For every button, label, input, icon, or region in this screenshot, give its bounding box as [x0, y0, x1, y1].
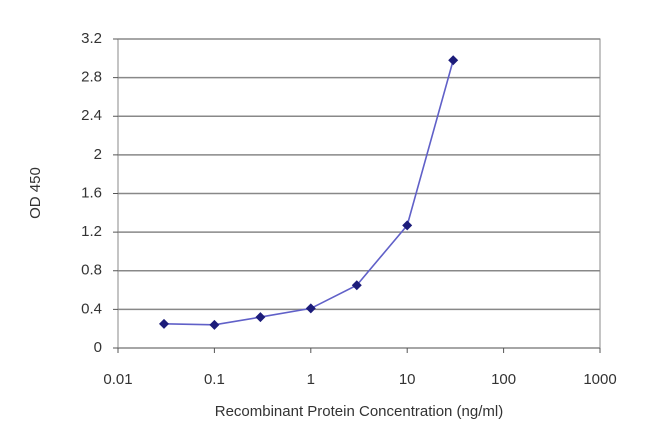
y-tick-label: 0.4	[81, 300, 102, 317]
data-point	[305, 303, 316, 314]
x-tick-label: 1	[307, 371, 315, 388]
y-tick-label: 0.8	[81, 262, 102, 279]
y-tick-label: 1.6	[81, 184, 102, 201]
y-tick-label: 2.4	[81, 107, 102, 124]
y-axis-label: OD 450	[27, 167, 44, 219]
x-tick-label: 0.1	[204, 371, 225, 388]
x-tick-label: 1000	[583, 371, 616, 388]
data-point	[402, 220, 413, 231]
x-tick-label: 0.01	[103, 371, 132, 388]
data-point	[351, 280, 362, 291]
y-tick-label: 0	[94, 339, 102, 356]
data-point	[209, 319, 220, 330]
x-tick-label: 100	[491, 371, 516, 388]
y-tick-label: 2.8	[81, 69, 102, 86]
x-axis-label: Recombinant Protein Concentration (ng/ml…	[215, 403, 503, 420]
y-tick-label: 2	[94, 146, 102, 163]
data-point	[158, 318, 169, 329]
x-tick-label: 10	[399, 371, 416, 388]
data-point	[448, 55, 459, 66]
data-point	[255, 312, 266, 323]
y-tick-label: 3.2	[81, 30, 102, 47]
y-tick-label: 1.2	[81, 223, 102, 240]
